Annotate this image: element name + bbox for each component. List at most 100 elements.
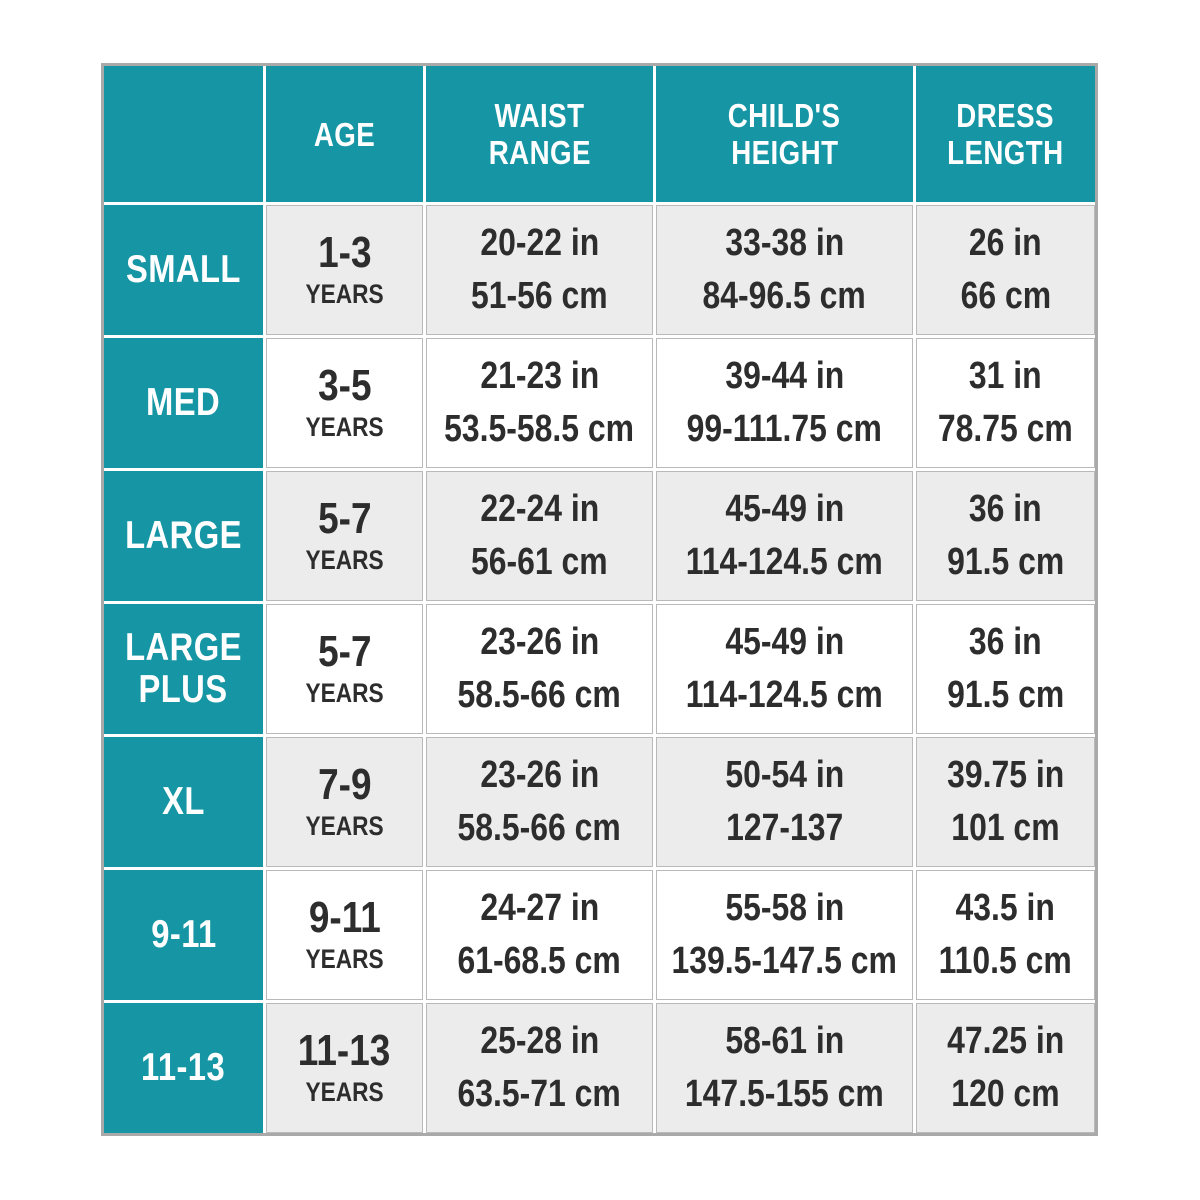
size-label-text: MED — [146, 381, 221, 424]
height-cell: 58-61 in 147.5-155 cm — [656, 1003, 913, 1133]
size-label-large-plus: LARGE PLUS — [104, 604, 263, 734]
age-cell: 5-7 YEARS — [266, 604, 423, 734]
age-value: 3-5 — [317, 361, 372, 410]
dress-cm: 78.75 cm — [938, 408, 1073, 450]
header-dress-line2: LENGTH — [947, 134, 1064, 171]
age-value: 7-9 — [317, 760, 372, 809]
size-label-large: LARGE — [104, 471, 263, 601]
dress-cm: 120 cm — [951, 1073, 1060, 1115]
header-dress-length: DRESS LENGTH — [916, 66, 1095, 202]
dress-inches: 31 in — [969, 355, 1042, 397]
dress-cell: 43.5 in 110.5 cm — [916, 870, 1095, 1000]
waist-cell: 23-26 in 58.5-66 cm — [426, 604, 653, 734]
height-cell: 33-38 in 84-96.5 cm — [656, 205, 913, 335]
waist-cm: 58.5-66 cm — [457, 807, 622, 849]
height-inches: 33-38 in — [725, 222, 844, 264]
size-label-9-11: 9-11 — [104, 870, 263, 1000]
waist-cell: 23-26 in 58.5-66 cm — [426, 737, 653, 867]
size-label-small: SMALL — [104, 205, 263, 335]
waist-cm: 58.5-66 cm — [457, 674, 622, 716]
height-inches: 45-49 in — [725, 488, 844, 530]
size-label-text-line2: PLUS — [138, 668, 229, 711]
height-inches: 55-58 in — [725, 887, 844, 929]
waist-inches: 23-26 in — [480, 754, 599, 796]
dress-inches: 43.5 in — [955, 887, 1056, 929]
dress-cell: 26 in 66 cm — [916, 205, 1095, 335]
age-value: 9-11 — [308, 893, 381, 942]
waist-cell: 22-24 in 56-61 cm — [426, 471, 653, 601]
waist-inches: 20-22 in — [480, 222, 599, 264]
age-value: 5-7 — [317, 627, 372, 676]
size-label-med: MED — [104, 338, 263, 468]
age-cell: 5-7 YEARS — [266, 471, 423, 601]
header-waist-line2: RANGE — [488, 134, 591, 171]
age-unit: YEARS — [305, 811, 384, 841]
age-unit: YEARS — [305, 412, 384, 442]
dress-cell: 31 in 78.75 cm — [916, 338, 1095, 468]
waist-inches: 23-26 in — [480, 621, 599, 663]
height-cm: 127-137 — [725, 807, 844, 849]
age-value: 11-13 — [298, 1026, 391, 1075]
waist-cm: 56-61 cm — [471, 541, 608, 583]
waist-inches: 22-24 in — [480, 488, 599, 530]
dress-inches: 39.75 in — [946, 754, 1065, 796]
age-unit: YEARS — [305, 678, 384, 708]
dress-inches: 36 in — [969, 621, 1042, 663]
waist-inches: 25-28 in — [480, 1020, 599, 1062]
dress-cell: 39.75 in 101 cm — [916, 737, 1095, 867]
header-waist-range: WAIST RANGE — [426, 66, 653, 202]
height-cm: 84-96.5 cm — [702, 275, 867, 317]
height-cell: 39-44 in 99-111.75 cm — [656, 338, 913, 468]
age-unit: YEARS — [305, 279, 384, 309]
waist-cm: 61-68.5 cm — [457, 940, 622, 982]
dress-inches: 36 in — [969, 488, 1042, 530]
dress-cm: 66 cm — [960, 275, 1051, 317]
dress-inches: 47.25 in — [946, 1020, 1065, 1062]
header-waist-line1: WAIST — [494, 97, 585, 134]
age-cell: 7-9 YEARS — [266, 737, 423, 867]
height-inches: 39-44 in — [725, 355, 844, 397]
size-chart-table: AGE WAIST RANGE CHILD'S HEIGHT DRESS LEN… — [101, 63, 1098, 1136]
height-inches: 45-49 in — [725, 621, 844, 663]
header-height-line1: CHILD'S — [728, 97, 841, 134]
size-label-text-line1: LARGE — [125, 626, 242, 669]
header-height-line2: HEIGHT — [730, 134, 839, 171]
size-label-text: 9-11 — [150, 913, 217, 956]
age-unit: YEARS — [305, 545, 384, 575]
waist-cell: 21-23 in 53.5-58.5 cm — [426, 338, 653, 468]
dress-cm: 110.5 cm — [938, 940, 1073, 982]
header-age: AGE — [266, 66, 423, 202]
dress-cell: 36 in 91.5 cm — [916, 471, 1095, 601]
dress-inches: 26 in — [969, 222, 1042, 264]
header-corner-cell — [104, 66, 263, 202]
age-unit: YEARS — [305, 944, 384, 974]
header-childs-height: CHILD'S HEIGHT — [656, 66, 913, 202]
height-cell: 50-54 in 127-137 — [656, 737, 913, 867]
age-cell: 3-5 YEARS — [266, 338, 423, 468]
age-cell: 1-3 YEARS — [266, 205, 423, 335]
size-label-text: SMALL — [126, 248, 241, 291]
dress-cm: 91.5 cm — [946, 541, 1065, 583]
age-cell: 9-11 YEARS — [266, 870, 423, 1000]
size-label-text: XL — [162, 780, 205, 823]
waist-inches: 24-27 in — [480, 887, 599, 929]
waist-cm: 53.5-58.5 cm — [444, 408, 635, 450]
height-cell: 45-49 in 114-124.5 cm — [656, 604, 913, 734]
waist-inches: 21-23 in — [480, 355, 599, 397]
dress-cell: 47.25 in 120 cm — [916, 1003, 1095, 1133]
waist-cell: 25-28 in 63.5-71 cm — [426, 1003, 653, 1133]
waist-cell: 24-27 in 61-68.5 cm — [426, 870, 653, 1000]
height-cm: 114-124.5 cm — [685, 674, 884, 716]
height-cm: 147.5-155 cm — [685, 1073, 884, 1115]
dress-cm: 101 cm — [951, 807, 1060, 849]
height-cm: 139.5-147.5 cm — [671, 940, 898, 982]
age-unit: YEARS — [305, 1077, 384, 1107]
header-age-label: AGE — [313, 115, 376, 153]
header-dress-line1: DRESS — [956, 97, 1055, 134]
waist-cm: 51-56 cm — [471, 275, 608, 317]
dress-cell: 36 in 91.5 cm — [916, 604, 1095, 734]
dress-cm: 91.5 cm — [946, 674, 1065, 716]
height-inches: 50-54 in — [725, 754, 844, 796]
age-value: 5-7 — [317, 494, 372, 543]
size-label-11-13: 11-13 — [104, 1003, 263, 1133]
